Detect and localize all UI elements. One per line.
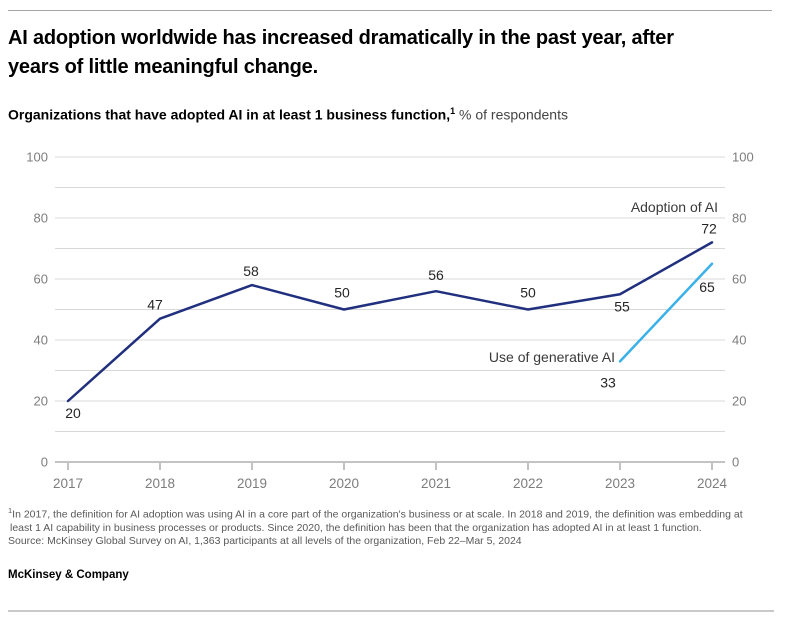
- footnote-line-1: 1In 2017, the definition for AI adoption…: [8, 504, 784, 522]
- footnotes: 1In 2017, the definition for AI adoption…: [8, 504, 784, 548]
- footnote-line-2: least 1 AI capability in business proces…: [10, 521, 702, 534]
- footnote-text-1: In 2017, the definition for AI adoption …: [12, 508, 743, 521]
- mckinsey-logo: McKinsey & Company: [8, 569, 129, 581]
- data-label: 55: [614, 298, 630, 314]
- x-axis-label: 2021: [421, 476, 451, 491]
- data-label: 65: [699, 279, 715, 295]
- top-rule: [8, 10, 772, 11]
- data-label: 20: [65, 405, 81, 421]
- data-label: 47: [147, 297, 163, 313]
- y-axis-label-right: 80: [732, 211, 746, 226]
- x-axis-label: 2023: [605, 476, 635, 491]
- y-axis-label-left: 80: [34, 211, 48, 226]
- y-axis-label-right: 60: [732, 272, 746, 287]
- y-axis-label-right: 40: [732, 333, 746, 348]
- series-line-use-of-generative-ai: [618, 262, 714, 363]
- series-label-use-of-generative-ai: Use of generative AI: [489, 349, 615, 365]
- data-label: 33: [600, 374, 616, 390]
- x-axis-label: 2024: [697, 476, 728, 491]
- data-label: 50: [334, 285, 350, 301]
- x-axis-label: 2019: [237, 476, 267, 491]
- y-axis-label-left: 100: [26, 150, 48, 165]
- chart-subtitle: Organizations that have adopted AI in at…: [8, 106, 778, 123]
- y-axis-label-right: 100: [732, 150, 754, 165]
- footnote-marker: 1: [8, 506, 13, 515]
- series-line-adoption-of-ai: [66, 241, 714, 403]
- x-axis-label: 2017: [53, 476, 83, 491]
- bottom-rule: [8, 610, 774, 612]
- y-axis-label-left: 0: [41, 455, 48, 470]
- chart-subtitle-bold: Organizations that have adopted AI in at…: [8, 106, 451, 123]
- y-axis-label-right: 0: [732, 455, 739, 470]
- y-axis-label-left: 60: [34, 272, 48, 287]
- data-label: 56: [428, 267, 444, 283]
- x-axis-label: 2018: [145, 476, 175, 491]
- source-line: Source: McKinsey Global Survey on AI, 1,…: [8, 534, 522, 547]
- footnote-marker: 1: [450, 106, 456, 116]
- y-axis-label-left: 40: [34, 333, 48, 348]
- y-axis-label-left: 20: [34, 394, 48, 409]
- x-axis-label: 2022: [513, 476, 543, 491]
- data-label: 72: [701, 220, 717, 236]
- page-title: AI adoption worldwide has increased dram…: [8, 24, 768, 82]
- data-label: 58: [243, 263, 259, 279]
- y-axis-label-right: 20: [732, 394, 746, 409]
- page-title-line-1: AI adoption worldwide has increased dram…: [8, 27, 674, 49]
- data-label: 50: [520, 285, 536, 301]
- page-title-line-2: years of little meaningful change.: [8, 56, 318, 78]
- chart-subtitle-units: % of respondents: [455, 106, 568, 123]
- series-label-adoption-of-ai: Adoption of AI: [631, 199, 718, 215]
- x-axis-label: 2020: [329, 476, 359, 491]
